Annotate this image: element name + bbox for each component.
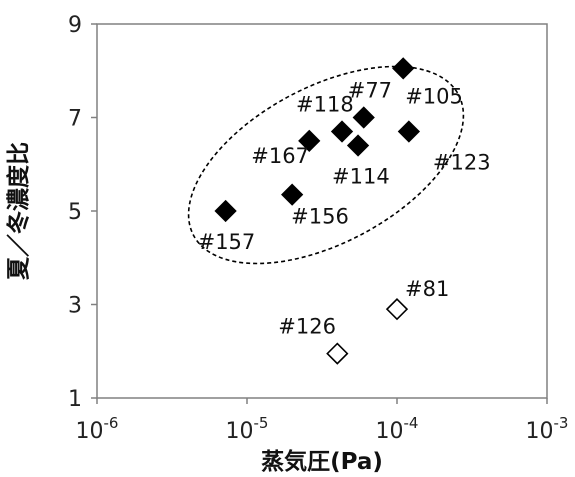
x-tick-label: 10-6: [76, 414, 119, 444]
y-tick-label: 3: [68, 294, 82, 319]
point-label: #167: [251, 144, 309, 168]
data-point-filled: [352, 106, 375, 129]
data-point-filled: [346, 134, 370, 157]
point-label: #126: [278, 315, 336, 339]
point-label: #114: [332, 165, 390, 189]
data-point-filled: [298, 129, 321, 153]
data-point-filled: [392, 57, 415, 80]
y-tick-label: 5: [68, 200, 82, 225]
point-label: #105: [405, 84, 463, 108]
data-point-filled: [214, 199, 237, 223]
point-label: #156: [291, 205, 349, 229]
y-axis-title: 夏／冬濃度比: [5, 142, 32, 280]
x-axis-title: 蒸気圧(Pa): [261, 448, 383, 475]
data-point-open: [326, 342, 349, 365]
y-tick-label: 1: [68, 387, 82, 412]
data-point-filled: [397, 120, 421, 143]
x-tick-label: 10-3: [526, 414, 569, 444]
data-points: [214, 57, 421, 365]
point-label: #81: [405, 277, 449, 301]
x-axis-ticks: 10-6 10-5 10-4 10-3: [76, 398, 569, 444]
point-labels: #157 #156 #167 #118 #114 #77 #105 #123 #126 #81: [198, 79, 491, 339]
y-tick-label: 9: [68, 13, 82, 38]
point-label: #77: [348, 79, 392, 103]
point-label: #118: [296, 93, 354, 117]
data-point-open: [385, 298, 409, 321]
data-point-filled: [330, 120, 354, 143]
y-axis-ticks: 1 3 5 7 9: [68, 13, 97, 412]
y-tick-label: 7: [68, 107, 82, 132]
point-label: #123: [433, 151, 491, 175]
cluster-ellipse: [187, 65, 465, 265]
x-tick-label: 10-4: [376, 414, 419, 444]
point-label: #157: [198, 230, 256, 254]
data-point-filled: [281, 183, 304, 206]
x-tick-label: 10-5: [226, 414, 269, 444]
